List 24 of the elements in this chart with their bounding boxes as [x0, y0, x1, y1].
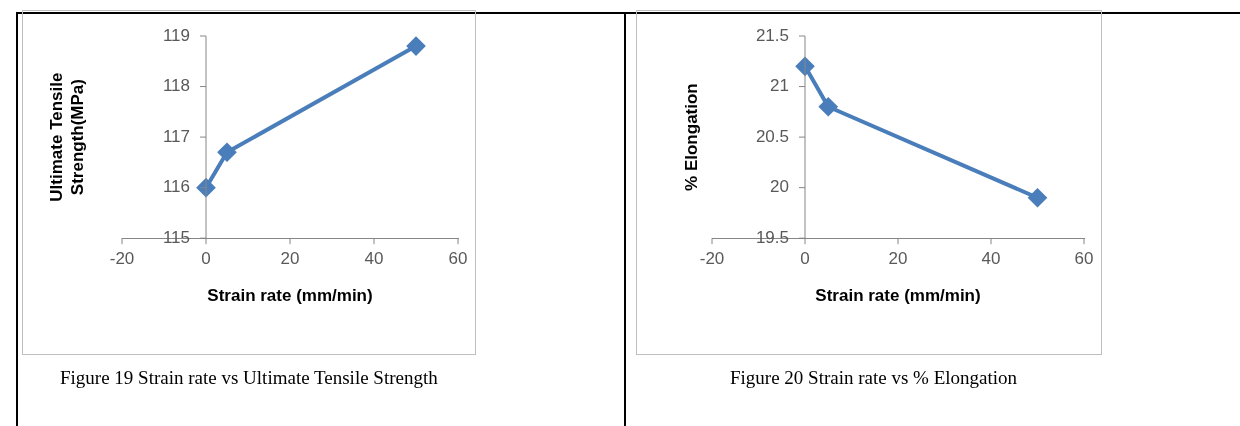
x-tick-label: 20: [888, 249, 908, 269]
x-tick-label: -20: [699, 249, 725, 269]
x-axis-title: Strain rate (mm/min): [207, 286, 373, 306]
x-tick-label: 0: [800, 249, 810, 269]
x-tick-label: 40: [364, 249, 384, 269]
x-tick-label: 40: [981, 249, 1001, 269]
y-axis-title: % Elongation: [681, 83, 701, 191]
y-tick-label: 116: [162, 177, 190, 197]
caption: Figure 19 Strain rate vs Ultimate Tensile Strength: [60, 367, 438, 389]
y-tick-label: 21: [770, 76, 789, 96]
y-tick-label: 119: [162, 25, 190, 45]
y-tick-label: 118: [162, 76, 190, 96]
x-tick-label: 0: [201, 249, 211, 269]
x-tick-label: 20: [280, 249, 300, 269]
y-tick-label: 20.5: [755, 126, 789, 146]
x-tick-label: -20: [109, 249, 135, 269]
y-tick-label: 117: [162, 126, 190, 146]
x-axis-title: Strain rate (mm/min): [815, 286, 981, 306]
x-tick-label: 60: [1074, 249, 1094, 269]
caption: Figure 20 Strain rate vs % Elongation: [730, 367, 1018, 389]
y-tick-label: 20: [770, 177, 789, 197]
y-tick-label: 21.5: [755, 25, 789, 45]
y-axis-title: Ultimate Tensile Strength(MPa): [47, 72, 88, 202]
x-tick-label: 60: [448, 249, 468, 269]
